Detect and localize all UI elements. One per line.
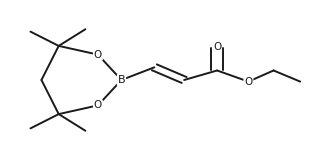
- Text: O: O: [94, 100, 102, 110]
- Text: O: O: [94, 50, 102, 60]
- Text: O: O: [244, 77, 253, 87]
- Text: B: B: [117, 75, 125, 85]
- Text: O: O: [213, 43, 221, 52]
